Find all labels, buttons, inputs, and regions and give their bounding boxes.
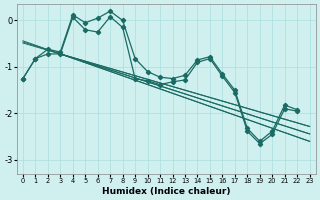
X-axis label: Humidex (Indice chaleur): Humidex (Indice chaleur) (102, 187, 230, 196)
